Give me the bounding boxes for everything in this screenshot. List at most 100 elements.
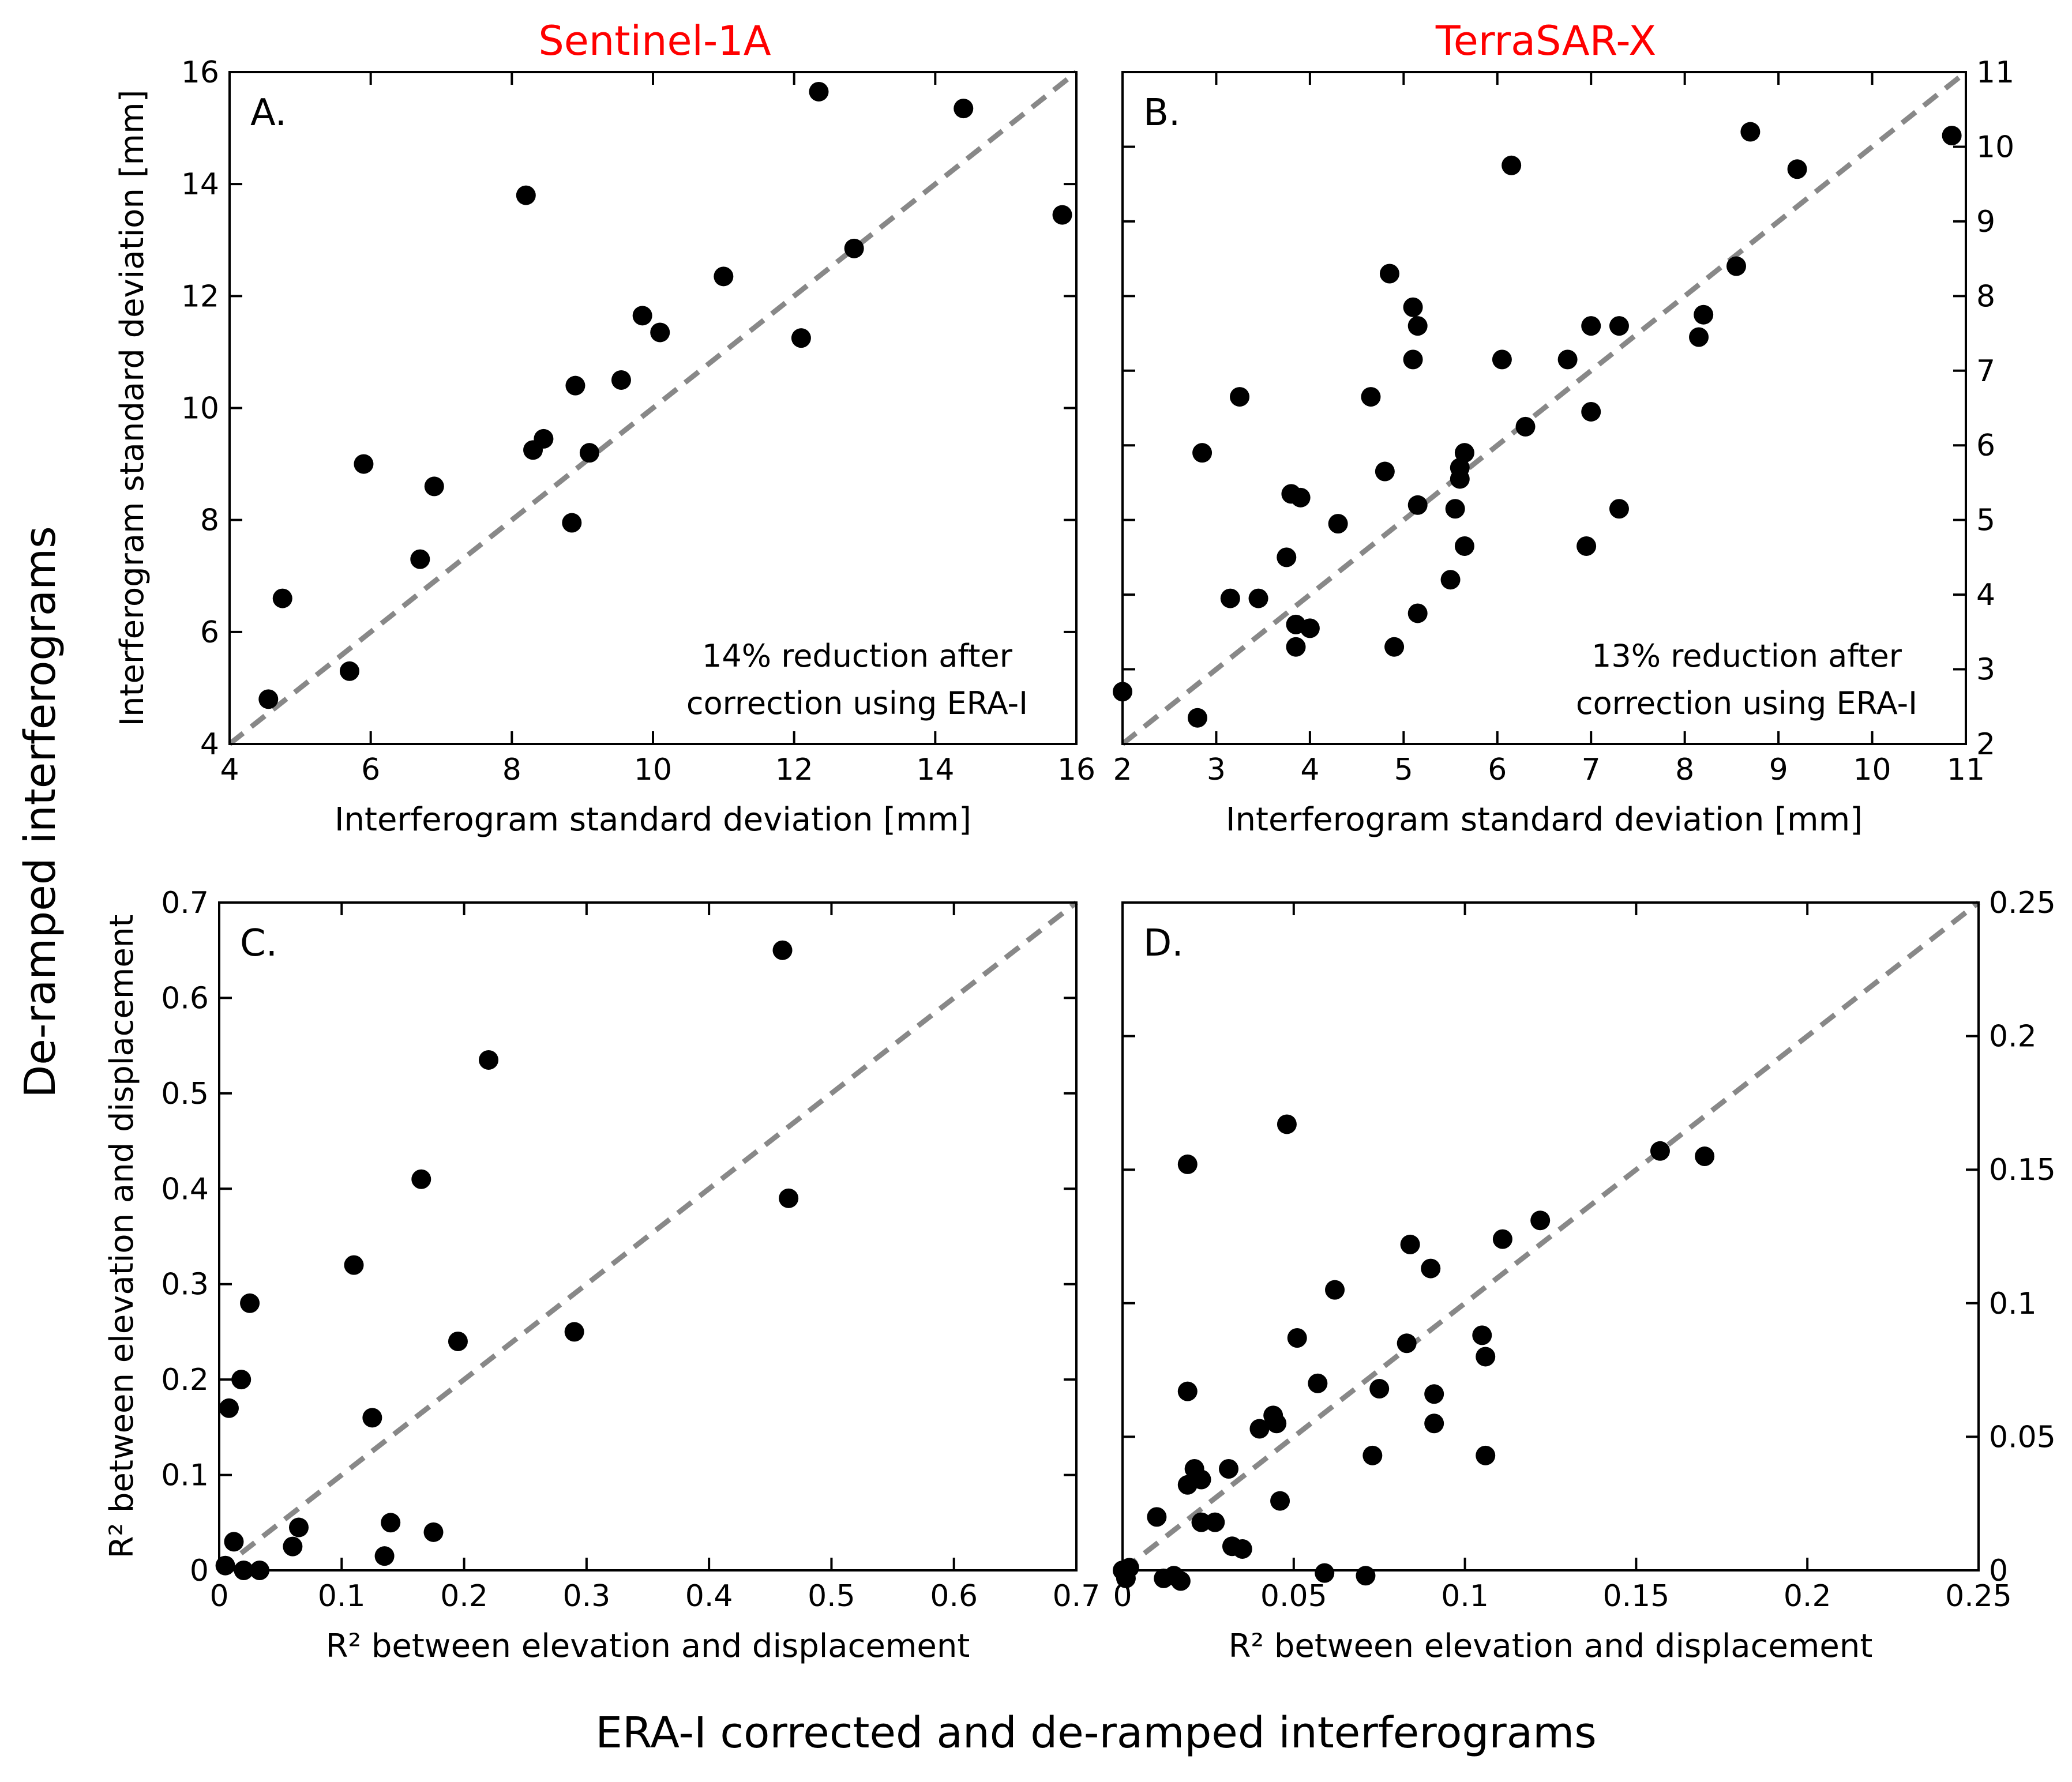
panel-b-data-point: [1290, 487, 1311, 507]
panel-c-data-point: [564, 1322, 584, 1342]
panel-a-data-point: [516, 185, 536, 205]
panel-a-y-tick-label: 12: [181, 279, 219, 314]
panel-d-label: D.: [1143, 922, 1184, 965]
panel-b-data-point: [1440, 570, 1461, 590]
panel-a-data-point: [791, 328, 811, 348]
figure-left-label: De-ramped interferograms: [16, 526, 65, 1098]
panel-a-annotation-line: correction using ERA-I: [686, 685, 1028, 721]
panel-c-data-point: [381, 1513, 401, 1533]
panel-b-data-point: [1689, 327, 1709, 347]
panel-b-x-axis-title: Interferogram standard deviation [mm]: [1226, 801, 1863, 839]
panel-c-data-point: [448, 1331, 468, 1351]
panel-c-data-point: [344, 1255, 364, 1275]
panel-b-y-tick-label: 6: [1976, 428, 1995, 463]
panel-c-x-tick-label: 0.4: [685, 1579, 733, 1614]
panel-d-data-point: [1695, 1146, 1715, 1167]
panel-c-y-tick-label: 0.5: [161, 1077, 209, 1111]
panel-b-data-point: [1192, 443, 1213, 463]
panel-d-data-point: [1267, 1413, 1287, 1434]
panel-a-data-point: [565, 375, 585, 396]
panel-d-data-point: [1177, 1381, 1198, 1401]
panel-b-data-point: [1286, 637, 1306, 657]
panel-b-y-tick-label: 8: [1976, 279, 1995, 314]
panel-b-data-point: [1375, 461, 1395, 482]
panel-b-data-point: [1740, 122, 1761, 142]
panel-b-data-point: [1581, 316, 1601, 336]
panel-b-x-tick-label: 2: [1113, 753, 1132, 787]
panel-d-data-point: [1147, 1507, 1167, 1527]
panel-a-x-tick-label: 10: [634, 753, 672, 787]
panel-a-data-point: [632, 306, 652, 326]
panel-a-y-tick-label: 6: [200, 615, 219, 650]
panel-b-data-point: [1454, 443, 1474, 463]
panel-b-data-point: [1277, 547, 1297, 567]
panel-c-data-point: [374, 1546, 395, 1566]
panel-d-y-tick-label: 0.05: [1989, 1420, 2056, 1454]
panel-c-y-tick-label: 0.1: [161, 1458, 209, 1493]
panel-d-data-point: [1205, 1512, 1225, 1532]
panel-d-y-tick-label: 0.1: [1989, 1287, 2037, 1321]
panel-d-data-point: [1177, 1154, 1198, 1174]
panel-c-x-axis-title: R² between elevation and displacement: [326, 1627, 970, 1665]
panel-c-y-tick-label: 0.2: [161, 1363, 209, 1397]
panel-b-frame: [1121, 71, 1967, 745]
panel-c-x-tick-label: 0.1: [318, 1579, 366, 1614]
panel-b-x-tick-label: 7: [1582, 753, 1601, 787]
panel-a-annotation-line: 14% reduction after: [702, 638, 1013, 674]
panel-b-label: B.: [1143, 92, 1180, 134]
panel-a-data-point: [650, 322, 670, 343]
panel-a-y-tick-label: 16: [181, 55, 219, 90]
panel-b-data-point: [1492, 349, 1512, 370]
panel-c-y-tick-label: 0.3: [161, 1268, 209, 1302]
panel-a-data-point: [339, 661, 359, 681]
panel-d-frame: [1121, 901, 1980, 1572]
panel-c-x-tick-label: 0.7: [1053, 1579, 1101, 1614]
panel-a-x-tick-label: 8: [502, 753, 521, 787]
panel-c-data-point: [231, 1370, 252, 1390]
panel-b-x-tick-label: 10: [1853, 753, 1891, 787]
panel-d-y-tick-label: 0: [1989, 1554, 2008, 1588]
panel-b-data-point: [1230, 387, 1250, 407]
panel-d-data-point: [1287, 1328, 1307, 1348]
panel-d-data-point: [1476, 1347, 1496, 1367]
column-title-sentinel: Sentinel-1A: [538, 17, 771, 65]
panel-a-x-tick-label: 16: [1057, 753, 1095, 787]
panel-a-data-point: [611, 370, 631, 390]
panel-d-data-point: [1325, 1280, 1345, 1300]
panel-a-x-tick-label: 12: [775, 753, 813, 787]
column-title-terrasar: TerraSAR-X: [1435, 17, 1656, 65]
panel-d-data-point: [1356, 1566, 1376, 1586]
panel-b-y-tick-label: 7: [1976, 354, 1995, 389]
panel-a-y-tick-label: 10: [181, 392, 219, 426]
panel-c-data-point: [250, 1561, 270, 1580]
panel-b-y-tick-label: 9: [1976, 205, 1995, 239]
panel-b-data-point: [1403, 349, 1423, 370]
panel-d-data-point: [1191, 1469, 1211, 1490]
panel-d-data-point: [1424, 1413, 1444, 1434]
panel-c-data-point: [362, 1408, 382, 1428]
panel-d-data-point: [1650, 1141, 1670, 1161]
panel-d-data-point: [1400, 1234, 1420, 1254]
panel-c-one-to-one-line: [217, 900, 1078, 1573]
panel-c-y-tick-label: 0.6: [161, 981, 209, 1016]
panel-a-x-axis-title: Interferogram standard deviation [mm]: [335, 801, 971, 839]
panel-a: 4 6 8 10 12 14 16 4 6 8 10 12 14 16 Interferogram stan…: [114, 55, 1095, 839]
panel-b-data-point: [1361, 387, 1381, 407]
panel-b-data-point: [1445, 499, 1465, 519]
panel-d-data-point: [1232, 1539, 1252, 1559]
panel-a-data-point: [410, 549, 430, 569]
panel-d-x-tick-label: 0.15: [1603, 1579, 1670, 1614]
panel-b-y-tick-label: 2: [1976, 727, 1995, 762]
panel-d-data-point: [1315, 1563, 1335, 1583]
panel-b-data-point: [1726, 256, 1747, 276]
panel-c-x-tick-label: 0.6: [930, 1579, 978, 1614]
panel-b-x-tick-label: 5: [1394, 753, 1413, 787]
panel-a-x-tick-label: 6: [361, 753, 380, 787]
panel-d-one-to-one-line: [1121, 900, 1980, 1573]
panel-b-data-point: [1407, 495, 1428, 515]
panel-c: 0 0.1 0.2 0.3 0.4 0.5 0.6 0.7 0 0.1 0.2 0.3 0.4 0.5 0.…: [103, 886, 1100, 1665]
panel-c-data-point: [288, 1517, 309, 1537]
panel-c-data-point: [283, 1536, 303, 1557]
panel-c-frame: [218, 901, 1078, 1572]
panel-d-y-tick-label: 0.15: [1989, 1153, 2056, 1187]
